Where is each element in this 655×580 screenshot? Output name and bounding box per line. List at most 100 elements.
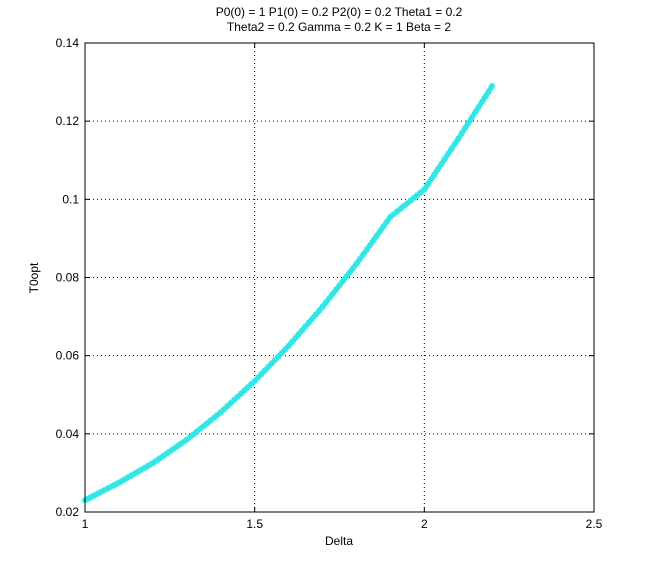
series-marker <box>342 273 350 281</box>
series-marker <box>481 93 489 101</box>
series-marker <box>237 390 245 398</box>
series-marker <box>122 475 130 483</box>
series-marker <box>288 338 296 346</box>
series-marker <box>468 114 476 122</box>
series-marker <box>458 129 466 137</box>
series-marker <box>359 250 367 258</box>
series-marker <box>295 330 303 338</box>
series-marker <box>159 452 167 460</box>
y-tick-label: 0.12 <box>56 114 80 128</box>
series-marker <box>434 165 442 173</box>
series-marker <box>363 246 371 254</box>
series-marker <box>444 150 452 158</box>
series-marker <box>251 377 259 385</box>
series-marker <box>230 396 238 404</box>
series-marker <box>407 197 415 205</box>
series-marker <box>471 108 479 116</box>
series-marker <box>173 443 181 451</box>
series-marker <box>207 417 215 425</box>
y-axis-label: T0opt <box>27 262 41 293</box>
y-tick-label: 0.1 <box>62 192 79 206</box>
series-marker <box>152 457 160 465</box>
y-tick-label: 0.08 <box>56 271 80 285</box>
series-group <box>81 82 496 504</box>
series-marker <box>281 345 289 353</box>
series-marker <box>135 467 143 475</box>
series-marker <box>400 202 408 210</box>
y-tick-label: 0.02 <box>56 505 80 519</box>
series-marker <box>478 98 486 106</box>
series-marker <box>118 477 126 485</box>
series-marker <box>254 374 262 382</box>
series-marker <box>129 471 137 479</box>
x-axis-label: Delta <box>325 534 353 548</box>
series-marker <box>397 205 405 213</box>
series-marker <box>417 188 425 196</box>
series-marker <box>424 180 432 188</box>
series-marker <box>132 469 140 477</box>
x-tick-label: 2.5 <box>586 517 603 531</box>
series-marker <box>227 399 235 407</box>
series-marker <box>115 479 123 487</box>
series-marker <box>166 447 174 455</box>
series-marker <box>464 119 472 127</box>
series-marker <box>305 318 313 326</box>
series-marker <box>366 241 374 249</box>
series-marker <box>213 411 221 419</box>
series-marker <box>485 87 493 95</box>
series-marker <box>390 210 398 218</box>
y-tick-label: 0.14 <box>56 36 80 50</box>
series-marker <box>403 199 411 207</box>
series-marker <box>274 352 282 360</box>
series-marker <box>376 227 384 235</box>
series-marker <box>162 450 170 458</box>
series-marker <box>291 334 299 342</box>
series-marker <box>454 135 462 143</box>
series-marker <box>264 363 272 371</box>
series-marker <box>108 482 116 490</box>
series-marker <box>247 380 255 388</box>
series-marker <box>329 290 337 298</box>
series-marker <box>268 359 276 367</box>
series-marker <box>220 405 228 413</box>
series-marker <box>261 367 269 375</box>
grid <box>85 43 594 512</box>
series-marker <box>190 430 198 438</box>
series-marker <box>308 315 316 323</box>
series-marker <box>186 433 194 441</box>
series-marker <box>271 356 279 364</box>
series-marker <box>217 408 225 416</box>
series-marker <box>410 194 418 202</box>
series-marker <box>142 463 150 471</box>
series-marker <box>224 402 232 410</box>
series-marker <box>149 459 157 467</box>
series-marker <box>319 303 327 311</box>
series-marker <box>447 145 455 153</box>
series-marker <box>125 473 133 481</box>
series-marker <box>91 491 99 499</box>
series-marker <box>244 383 252 391</box>
series-marker <box>312 311 320 319</box>
series-marker <box>101 486 109 494</box>
y-tick-label: 0.06 <box>56 349 80 363</box>
series-marker <box>383 218 391 226</box>
series-marker <box>352 260 360 268</box>
series-marker <box>234 393 242 401</box>
series-marker <box>105 484 113 492</box>
series-marker <box>349 264 357 272</box>
series-marker <box>139 465 147 473</box>
series-marker <box>193 427 201 435</box>
chart-title-line1: P0(0) = 1 P1(0) = 0.2 P2(0) = 0.2 Theta1… <box>216 5 463 19</box>
series-marker <box>315 307 323 315</box>
series-marker <box>88 493 96 501</box>
series-marker <box>240 386 248 394</box>
series-marker <box>336 281 343 289</box>
series-marker <box>380 222 388 230</box>
series-marker <box>325 294 333 302</box>
series-marker <box>203 419 211 427</box>
series-marker <box>179 438 187 446</box>
series-marker <box>431 170 439 178</box>
series-marker <box>95 489 103 497</box>
